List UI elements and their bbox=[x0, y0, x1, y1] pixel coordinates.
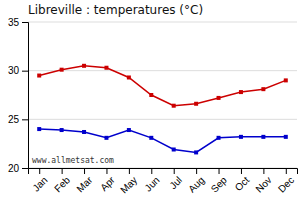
x-tick: Jun bbox=[143, 168, 162, 194]
x-tick-mark bbox=[174, 168, 175, 174]
y-tick-mark bbox=[22, 22, 28, 23]
y-tick-mark bbox=[22, 119, 28, 120]
x-tick: Jul bbox=[167, 168, 184, 191]
x-tick-mark bbox=[263, 168, 264, 174]
marker bbox=[239, 135, 243, 139]
x-tick-mark bbox=[106, 168, 107, 174]
series-line bbox=[39, 129, 286, 152]
x-tick-label: Jan bbox=[30, 174, 49, 193]
data-layer bbox=[37, 64, 288, 155]
marker bbox=[261, 135, 265, 139]
plot-area: 20 25 30 35 JanFebMarAprMayJun JulAugSepOctNo… bbox=[8, 17, 298, 196]
x-tick: Jan bbox=[30, 168, 49, 194]
marker bbox=[284, 135, 288, 139]
x-tick: Nov bbox=[253, 168, 273, 195]
y-axis-line bbox=[22, 23, 29, 169]
series-markers bbox=[37, 64, 288, 108]
y-tick: 35 bbox=[8, 17, 28, 28]
marker bbox=[149, 136, 153, 140]
x-tick-label: Jun bbox=[143, 174, 162, 193]
marker bbox=[37, 74, 41, 78]
x-tick-label: Nov bbox=[253, 174, 273, 194]
y-axis: 20 25 30 35 bbox=[8, 17, 29, 174]
series-line bbox=[39, 66, 286, 106]
x-tick-mark bbox=[196, 168, 197, 174]
marker bbox=[194, 150, 198, 154]
marker bbox=[172, 104, 176, 108]
x-tick-mark bbox=[286, 168, 287, 174]
x-tick-mark bbox=[219, 168, 220, 174]
grid-line bbox=[28, 119, 297, 120]
y-tick-mark bbox=[22, 168, 28, 169]
x-tick-mark bbox=[241, 168, 242, 174]
marker bbox=[82, 130, 86, 134]
x-tick-mark bbox=[39, 168, 40, 174]
marker bbox=[60, 68, 64, 72]
title: Libreville : temperatures (°C) bbox=[28, 3, 203, 17]
x-tick-mark bbox=[151, 168, 152, 174]
x-tick: Apr bbox=[98, 168, 117, 193]
x-tick-label: Dec bbox=[276, 174, 296, 194]
x-tick-label: May bbox=[118, 174, 139, 195]
series-markers bbox=[37, 127, 288, 154]
x-tick-label: Feb bbox=[52, 174, 72, 194]
marker bbox=[127, 128, 131, 132]
chart: 20 25 30 35 JanFebMarAprMayJun JulAugSepOctNo… bbox=[0, 0, 305, 200]
x-tick: Sep bbox=[209, 168, 230, 195]
x-tick-label: Mar bbox=[74, 174, 94, 194]
x-tick: May bbox=[118, 168, 139, 196]
marker bbox=[239, 90, 243, 94]
x-tick-label: Jul bbox=[167, 174, 184, 191]
x-axis-line bbox=[29, 169, 298, 175]
y-tick: 25 bbox=[8, 114, 28, 125]
grid bbox=[28, 22, 297, 168]
y-tick: 20 bbox=[8, 163, 28, 174]
marker bbox=[284, 78, 288, 82]
grid-line bbox=[28, 22, 297, 23]
x-tick-mark bbox=[129, 168, 130, 174]
x-axis: JanFebMarAprMayJun JulAugSepOctNovDec bbox=[29, 168, 298, 196]
annotation: www.allmetsat.com bbox=[32, 156, 114, 165]
x-tick-mark bbox=[62, 168, 63, 174]
x-tick: Oct bbox=[233, 168, 252, 193]
x-tick-label: Oct bbox=[233, 174, 252, 193]
marker bbox=[172, 148, 176, 152]
y-tick-mark bbox=[22, 71, 28, 72]
x-tick-label: Sep bbox=[209, 174, 230, 195]
marker bbox=[127, 75, 131, 79]
y-tick-label: 35 bbox=[8, 17, 20, 28]
marker bbox=[217, 96, 221, 100]
x-tick: Feb bbox=[52, 168, 72, 194]
marker bbox=[104, 66, 108, 70]
x-tick-label: Aug bbox=[186, 174, 206, 194]
x-tick: Dec bbox=[276, 168, 296, 195]
y-tick-label: 30 bbox=[8, 65, 20, 76]
marker bbox=[82, 64, 86, 68]
marker bbox=[217, 136, 221, 140]
y-tick-label: 25 bbox=[8, 114, 20, 125]
x-tick: Mar bbox=[74, 168, 94, 194]
x-tick-label: Apr bbox=[98, 174, 117, 193]
marker bbox=[149, 93, 153, 97]
marker bbox=[37, 127, 41, 131]
grid-line bbox=[28, 70, 297, 71]
x-tick: Aug bbox=[186, 168, 206, 195]
marker bbox=[60, 128, 64, 132]
x-tick-mark bbox=[84, 168, 85, 174]
marker bbox=[261, 87, 265, 91]
marker bbox=[194, 102, 198, 106]
marker bbox=[104, 136, 108, 140]
y-tick: 30 bbox=[8, 65, 28, 76]
y-tick-label: 20 bbox=[8, 163, 20, 174]
